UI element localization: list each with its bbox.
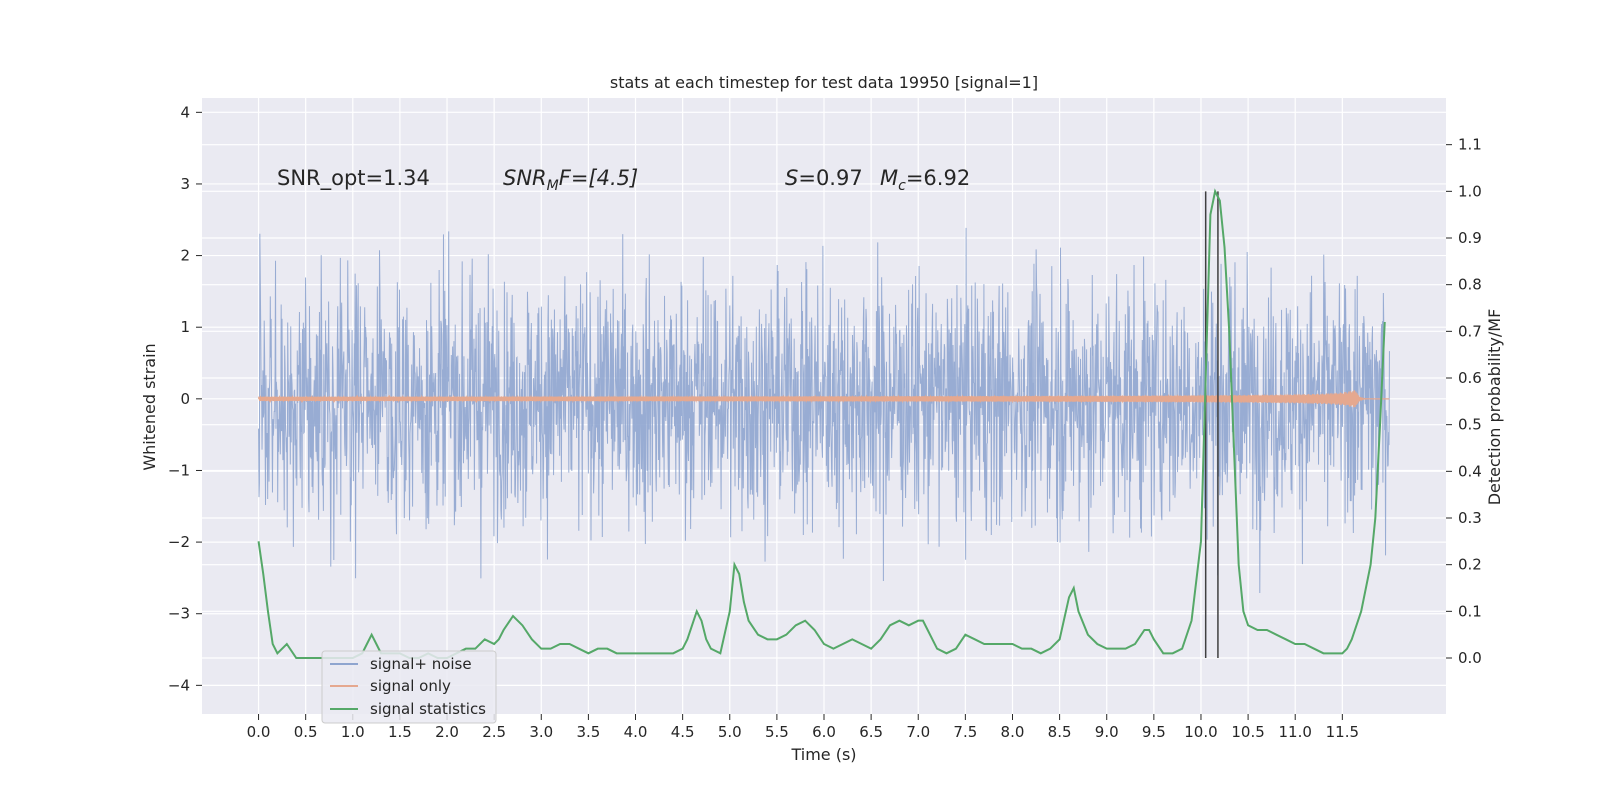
- x-tick-label: 3.0: [529, 723, 553, 741]
- x-tick-label: 6.0: [812, 723, 836, 741]
- annotation-mc: Mc=6.92: [880, 166, 970, 194]
- series-signal-only: [257, 390, 1390, 408]
- x-tick-label: 9.0: [1095, 723, 1119, 741]
- annotation-snr-mf-rest: F=[4.5]: [559, 166, 638, 190]
- x-axis-label: Time (s): [790, 745, 856, 764]
- axes-layer: 0.0 0.5 1.0 1.5 2.0 2.5 3.0 3.5 4.0 4.5 5.0 5.5 6.0 6…: [168, 103, 1482, 741]
- y-tick-label-right: 0.3: [1458, 509, 1482, 527]
- y-axis-label-left: Whitened strain: [140, 343, 159, 470]
- legend-box: [321, 650, 497, 724]
- x-tick-label: 11.5: [1326, 723, 1359, 741]
- x-tick-label: 3.5: [576, 723, 600, 741]
- x-tick-label: 8.0: [1001, 723, 1025, 741]
- annotation-snr-mf: SNRMF=[4.5]: [503, 166, 638, 194]
- x-tick-label: 8.5: [1048, 723, 1072, 741]
- y-tick-label-right: 1.1: [1458, 136, 1482, 154]
- y-tick-label-left: 4: [180, 103, 190, 121]
- y-tick-label-left: 1: [180, 318, 190, 336]
- y-tick-label-left: 0: [180, 390, 190, 408]
- y-tick-label-left: −3: [168, 605, 190, 623]
- y-tick-label-left: 2: [180, 247, 190, 265]
- annotation-mc-sub: c: [898, 178, 906, 194]
- x-tick-label: 5.5: [765, 723, 789, 741]
- x-tick-label: 7.0: [906, 723, 930, 741]
- x-tick-label: 0.5: [294, 723, 318, 741]
- x-tick-label: 10.0: [1184, 723, 1217, 741]
- legend: signal+ noise signal only signal statist…: [321, 650, 497, 724]
- y-tick-label-right: 0.1: [1458, 602, 1482, 620]
- y-tick-label-right: 0.4: [1458, 462, 1482, 480]
- legend-label-signal-statistics: signal statistics: [370, 700, 486, 718]
- x-tick-label: 2.0: [435, 723, 459, 741]
- annotation-mc-main: M: [880, 166, 898, 190]
- x-tick-label: 11.0: [1279, 723, 1312, 741]
- y-axis-label-right: Detection probability/MF: [1485, 309, 1504, 506]
- x-tick-label: 7.5: [953, 723, 977, 741]
- x-tick-label: 5.0: [718, 723, 742, 741]
- annotation-snr-mf-main: SNR: [503, 166, 547, 190]
- y-tick-label-right: 0.9: [1458, 229, 1482, 247]
- legend-label-signal-only: signal only: [370, 677, 451, 695]
- x-tick-label: 1.0: [341, 723, 365, 741]
- chart-title: stats at each timestep for test data 199…: [610, 73, 1038, 92]
- annotation-s-rest: =0.97: [798, 166, 862, 190]
- y-tick-label-left: −4: [168, 676, 190, 694]
- x-tick-label: 9.5: [1142, 723, 1166, 741]
- y-tick-label-right: 0.2: [1458, 556, 1482, 574]
- y-tick-label-right: 0.7: [1458, 322, 1482, 340]
- x-tick-label: 1.5: [388, 723, 412, 741]
- annotation-snr-mf-sub: M: [547, 178, 559, 194]
- y-tick-label-right: 0.5: [1458, 416, 1482, 434]
- x-tick-label: 6.5: [859, 723, 883, 741]
- x-tick-label: 4.0: [624, 723, 648, 741]
- y-tick-label-right: 1.0: [1458, 182, 1482, 200]
- y-tick-label-left: −1: [168, 461, 190, 479]
- y-tick-label-left: 3: [180, 175, 190, 193]
- annotation-s-main: S: [785, 166, 798, 190]
- y-tick-label-right: 0.8: [1458, 276, 1482, 294]
- x-tick-label: 10.5: [1231, 723, 1264, 741]
- legend-label-signal-noise: signal+ noise: [370, 655, 472, 673]
- annotations: SNR_opt=1.34 SNRMF=[4.5] S=0.97 Mc=6.92: [277, 166, 970, 194]
- y-tick-label-right: 0.0: [1458, 649, 1482, 667]
- x-tick-label: 4.5: [671, 723, 695, 741]
- y-tick-label-left: −2: [168, 533, 190, 551]
- x-tick-label: 0.0: [247, 723, 271, 741]
- annotation-snr-opt: SNR_opt=1.34: [277, 166, 430, 191]
- series-signal-noise: [258, 227, 1390, 594]
- annotation-s: S=0.97: [785, 166, 863, 190]
- x-tick-label: 2.5: [482, 723, 506, 741]
- y-tick-label-right: 0.6: [1458, 369, 1482, 387]
- annotation-mc-rest: =6.92: [906, 166, 970, 190]
